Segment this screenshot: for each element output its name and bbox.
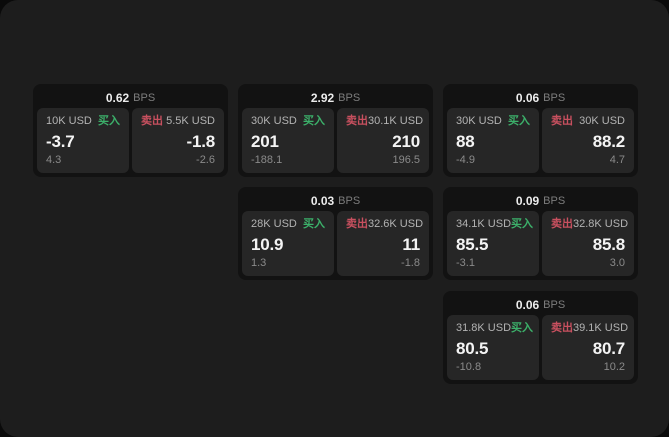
- buy-delta: -188.1: [251, 154, 283, 166]
- buy-panel[interactable]: 30K USD 买入 201 -188.1: [242, 108, 334, 173]
- sell-price: 11: [402, 234, 420, 254]
- bps-value: 2.92: [310, 91, 335, 105]
- buy-delta: -4.9: [456, 154, 475, 166]
- bps-value: 0.06: [515, 91, 540, 105]
- buy-amount: 31.8K USD: [456, 322, 512, 334]
- quote-card-6: 0.06 BPS 31.8K USD 买入 80.5 -10.8 卖出 39.1…: [443, 291, 638, 384]
- bps-unit-label: BPS: [338, 92, 361, 104]
- sell-delta: 3.0: [609, 257, 625, 269]
- buy-delta: -3.1: [456, 257, 475, 269]
- sell-panel[interactable]: 卖出 30K USD 88.2 4.7: [542, 108, 634, 173]
- sell-side-label: 卖出: [551, 218, 573, 230]
- bps-header: 0.09 BPS: [447, 191, 634, 211]
- bps-unit-label: BPS: [543, 299, 566, 311]
- sell-amount: 30.1K USD: [368, 115, 424, 127]
- quote-card-5: 0.09 BPS 34.1K USD 买入 85.5 -3.1 卖出 32.8K…: [443, 187, 638, 280]
- buy-side-label: 买入: [511, 322, 534, 334]
- sell-side-label: 卖出: [551, 115, 573, 127]
- sell-price: 210: [392, 131, 420, 151]
- bps-unit-label: BPS: [338, 195, 361, 207]
- sell-amount: 32.8K USD: [573, 218, 629, 230]
- bps-unit-label: BPS: [543, 92, 566, 104]
- sell-delta: 196.5: [392, 154, 420, 166]
- buy-side-label: 买入: [303, 218, 325, 230]
- bps-value: 0.62: [105, 91, 130, 105]
- buy-side-label: 买入: [303, 115, 325, 127]
- sell-panel[interactable]: 卖出 32.6K USD 11 -1.8: [337, 211, 429, 276]
- bps-header: 0.03 BPS: [242, 191, 429, 211]
- sell-side-label: 卖出: [551, 322, 573, 334]
- sell-panel[interactable]: 卖出 30.1K USD 210 196.5: [337, 108, 429, 173]
- sell-side-label: 卖出: [346, 218, 368, 230]
- sell-amount: 30K USD: [579, 115, 625, 127]
- buy-price: 10.9: [251, 234, 284, 254]
- buy-delta: 1.3: [251, 257, 267, 269]
- sell-panel[interactable]: 卖出 5.5K USD -1.8 -2.6: [132, 108, 224, 173]
- buy-side-label: 买入: [98, 115, 120, 127]
- quote-card-1: 0.62 BPS 10K USD 买入 -3.7 4.3 卖出 5.5K USD…: [33, 84, 228, 177]
- sell-side-label: 卖出: [346, 115, 368, 127]
- buy-amount: 30K USD: [251, 115, 297, 127]
- buy-price: 201: [251, 131, 279, 151]
- bps-value: 0.09: [515, 194, 540, 208]
- quote-card-3: 0.06 BPS 30K USD 买入 88 -4.9 卖出 30K USD 8…: [443, 84, 638, 177]
- quote-card-4: 0.03 BPS 28K USD 买入 10.9 1.3 卖出 32.6K US…: [238, 187, 433, 280]
- bps-value: 0.06: [515, 298, 540, 312]
- sell-amount: 32.6K USD: [368, 218, 424, 230]
- buy-panel[interactable]: 30K USD 买入 88 -4.9: [447, 108, 539, 173]
- buy-price: 80.5: [456, 338, 489, 358]
- buy-panel[interactable]: 34.1K USD 买入 85.5 -3.1: [447, 211, 539, 276]
- sell-panel[interactable]: 卖出 32.8K USD 85.8 3.0: [542, 211, 634, 276]
- buy-price: 85.5: [456, 234, 489, 254]
- buy-amount: 34.1K USD: [456, 218, 512, 230]
- sell-price: -1.8: [186, 131, 216, 151]
- sell-delta: 4.7: [609, 154, 625, 166]
- sell-amount: 5.5K USD: [166, 115, 215, 127]
- buy-delta: -10.8: [456, 361, 482, 373]
- sell-delta: -2.6: [196, 154, 215, 166]
- buy-panel[interactable]: 10K USD 买入 -3.7 4.3: [37, 108, 129, 173]
- sell-side-label: 卖出: [141, 115, 163, 127]
- buy-panel[interactable]: 28K USD 买入 10.9 1.3: [242, 211, 334, 276]
- bps-header: 0.62 BPS: [37, 88, 224, 108]
- buy-price: 88: [456, 131, 475, 151]
- bps-unit-label: BPS: [133, 92, 156, 104]
- buy-price: -3.7: [46, 131, 75, 151]
- quote-card-2: 2.92 BPS 30K USD 买入 201 -188.1 卖出 30.1K …: [238, 84, 433, 177]
- buy-side-label: 买入: [508, 115, 530, 127]
- sell-price: 88.2: [592, 131, 625, 151]
- buy-panel[interactable]: 31.8K USD 买入 80.5 -10.8: [447, 315, 539, 380]
- bps-value: 0.03: [310, 194, 335, 208]
- buy-amount: 28K USD: [251, 218, 297, 230]
- buy-side-label: 买入: [511, 218, 534, 230]
- bps-unit-label: BPS: [543, 195, 566, 207]
- buy-amount: 30K USD: [456, 115, 502, 127]
- sell-delta: -1.8: [401, 257, 420, 269]
- sell-price: 85.8: [592, 234, 625, 254]
- buy-delta: 4.3: [46, 154, 62, 166]
- bps-header: 0.06 BPS: [447, 88, 634, 108]
- sell-amount: 39.1K USD: [573, 322, 629, 334]
- sell-delta: 10.2: [603, 361, 625, 373]
- bps-header: 0.06 BPS: [447, 295, 634, 315]
- sell-panel[interactable]: 卖出 39.1K USD 80.7 10.2: [542, 315, 634, 380]
- buy-amount: 10K USD: [46, 115, 92, 127]
- sell-price: 80.7: [592, 338, 625, 358]
- bps-header: 2.92 BPS: [242, 88, 429, 108]
